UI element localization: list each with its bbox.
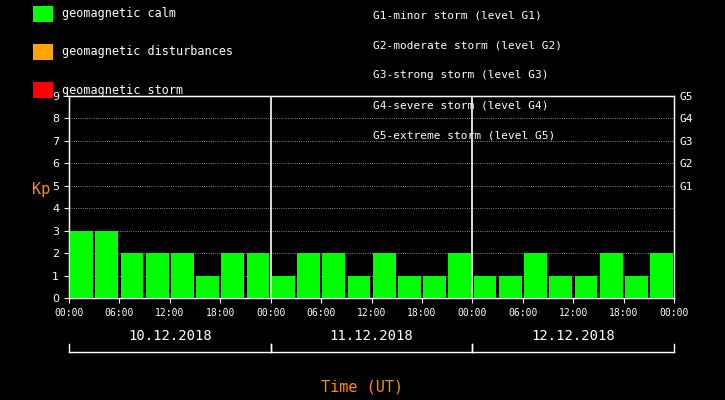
Bar <box>449 253 471 298</box>
Bar <box>221 253 244 298</box>
Text: G4-severe storm (level G4): G4-severe storm (level G4) <box>373 100 549 110</box>
Bar <box>247 253 270 298</box>
Bar <box>398 276 420 298</box>
Bar <box>650 253 673 298</box>
Bar <box>550 276 572 298</box>
Bar <box>171 253 194 298</box>
Text: G3-strong storm (level G3): G3-strong storm (level G3) <box>373 70 549 80</box>
Bar <box>297 253 320 298</box>
Bar <box>120 253 144 298</box>
Bar <box>473 276 497 298</box>
Text: 12.12.2018: 12.12.2018 <box>531 329 616 343</box>
Text: G5-extreme storm (level G5): G5-extreme storm (level G5) <box>373 130 555 140</box>
Bar <box>347 276 370 298</box>
Text: 11.12.2018: 11.12.2018 <box>330 329 413 343</box>
Text: G1-minor storm (level G1): G1-minor storm (level G1) <box>373 10 542 20</box>
Bar <box>323 253 345 298</box>
Bar <box>600 253 623 298</box>
Bar <box>499 276 522 298</box>
Text: geomagnetic disturbances: geomagnetic disturbances <box>62 46 233 58</box>
Bar <box>524 253 547 298</box>
Bar <box>373 253 396 298</box>
Bar <box>625 276 647 298</box>
Bar <box>423 276 446 298</box>
Text: G2-moderate storm (level G2): G2-moderate storm (level G2) <box>373 40 563 50</box>
Text: geomagnetic calm: geomagnetic calm <box>62 8 175 20</box>
Text: 10.12.2018: 10.12.2018 <box>128 329 212 343</box>
Y-axis label: Kp: Kp <box>32 182 50 197</box>
Text: Time (UT): Time (UT) <box>321 379 404 394</box>
Bar <box>196 276 219 298</box>
Bar <box>96 231 118 298</box>
Bar <box>272 276 294 298</box>
Text: geomagnetic storm: geomagnetic storm <box>62 84 183 96</box>
Bar <box>575 276 597 298</box>
Bar <box>146 253 168 298</box>
Bar <box>70 231 93 298</box>
